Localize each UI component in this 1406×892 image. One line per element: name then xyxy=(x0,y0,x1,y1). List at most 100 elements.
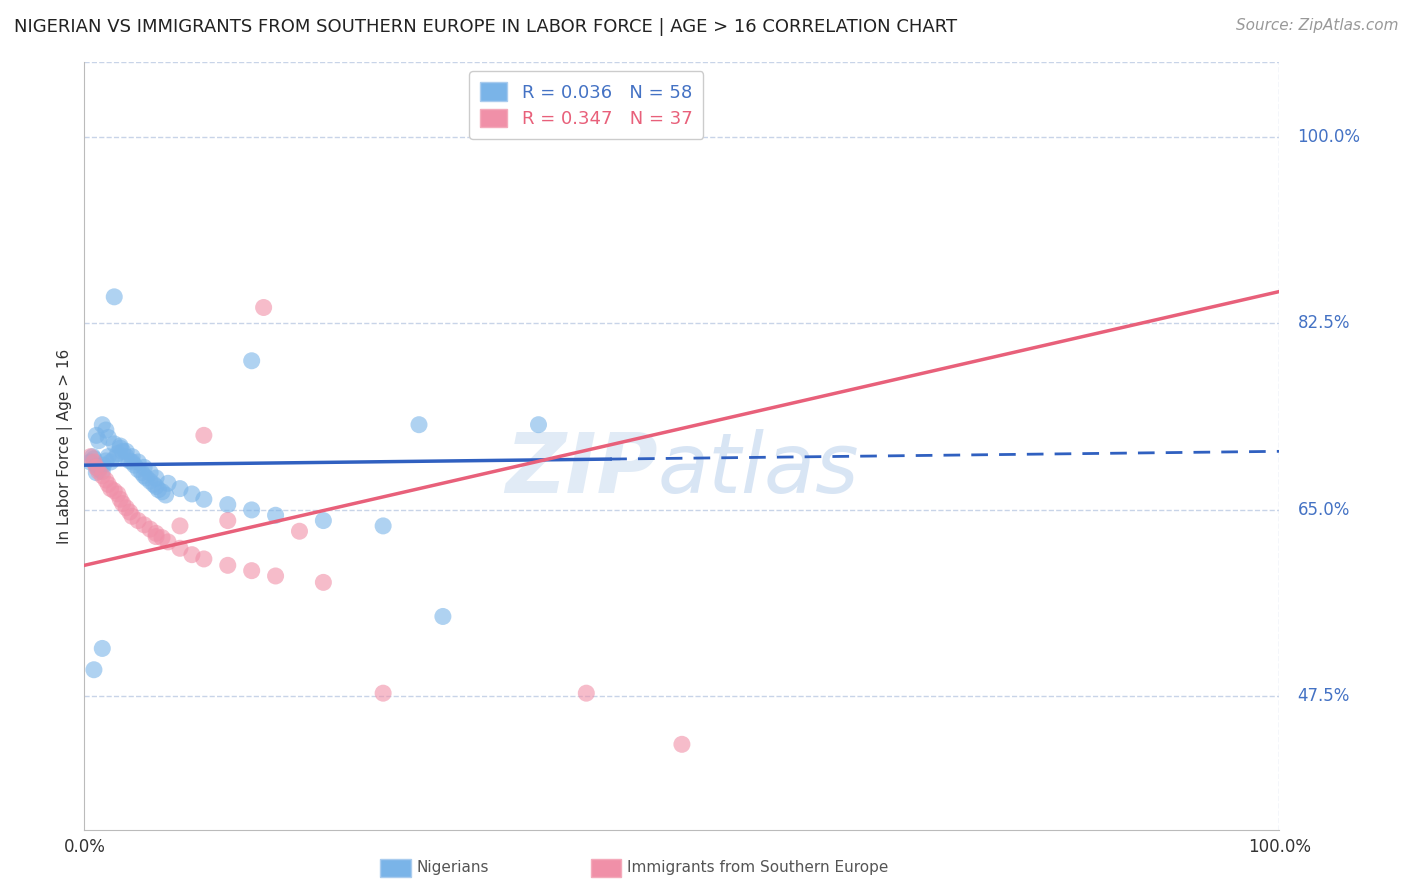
Point xyxy=(193,492,215,507)
Point xyxy=(240,503,263,517)
Text: 100.0%: 100.0% xyxy=(1249,838,1310,856)
Point xyxy=(181,548,204,562)
Point xyxy=(87,465,110,479)
Text: 0.0%: 0.0% xyxy=(63,838,105,856)
Point xyxy=(91,641,114,656)
Point xyxy=(240,353,263,368)
Point xyxy=(93,458,115,473)
Text: 100.0%: 100.0% xyxy=(1298,128,1361,146)
Point xyxy=(94,473,117,487)
Y-axis label: In Labor Force | Age > 16: In Labor Force | Age > 16 xyxy=(58,349,73,543)
Point xyxy=(91,468,114,483)
Point xyxy=(145,530,167,544)
Point xyxy=(217,514,239,528)
Point xyxy=(135,471,157,485)
Point xyxy=(373,686,395,700)
Point xyxy=(111,496,134,510)
Point xyxy=(86,466,108,480)
Point xyxy=(148,483,170,497)
Point xyxy=(121,450,143,464)
Point xyxy=(288,524,311,539)
Point xyxy=(145,471,167,485)
Point xyxy=(145,479,167,493)
Point xyxy=(83,451,105,466)
Point xyxy=(139,474,162,488)
Point xyxy=(169,541,191,556)
Point xyxy=(103,483,125,498)
Point xyxy=(118,454,141,468)
Text: ZIP: ZIP xyxy=(505,428,658,509)
Point xyxy=(373,519,395,533)
Point xyxy=(115,500,138,515)
Text: 82.5%: 82.5% xyxy=(1298,315,1350,333)
Point xyxy=(94,423,117,437)
Point xyxy=(193,552,215,566)
Text: Nigerians: Nigerians xyxy=(416,861,489,875)
Point xyxy=(110,441,132,455)
Point xyxy=(253,301,276,315)
Point xyxy=(132,460,156,475)
Point xyxy=(86,458,108,473)
Point xyxy=(97,477,120,491)
Point xyxy=(100,455,122,469)
Point xyxy=(142,477,165,491)
Point xyxy=(103,437,125,451)
Text: Source: ZipAtlas.com: Source: ZipAtlas.com xyxy=(1236,18,1399,33)
Point xyxy=(132,468,156,483)
Point xyxy=(87,462,110,476)
Text: atlas: atlas xyxy=(658,428,859,509)
Point xyxy=(671,737,693,751)
Text: Immigrants from Southern Europe: Immigrants from Southern Europe xyxy=(627,861,889,875)
Point xyxy=(312,575,335,590)
Point xyxy=(89,460,111,475)
Point xyxy=(217,498,239,512)
Point xyxy=(97,450,120,464)
Point xyxy=(79,450,101,464)
Point xyxy=(107,487,129,501)
Point xyxy=(575,686,598,700)
Point xyxy=(157,535,180,549)
Point xyxy=(150,531,173,545)
Point xyxy=(115,450,138,464)
Point xyxy=(121,455,143,469)
Point xyxy=(124,458,146,473)
Point xyxy=(79,455,101,469)
Point xyxy=(169,482,191,496)
Point xyxy=(91,417,114,432)
Point xyxy=(145,526,167,541)
Point xyxy=(240,564,263,578)
Text: 65.0%: 65.0% xyxy=(1298,501,1350,519)
Point xyxy=(157,476,180,491)
Point xyxy=(312,514,335,528)
Point xyxy=(139,466,162,480)
Point xyxy=(217,558,239,573)
Point xyxy=(181,487,204,501)
Point xyxy=(121,509,143,524)
Point xyxy=(115,444,138,458)
Point xyxy=(100,482,122,496)
Point xyxy=(432,609,454,624)
Legend: R = 0.036   N = 58, R = 0.347   N = 37: R = 0.036 N = 58, R = 0.347 N = 37 xyxy=(470,71,703,139)
Point xyxy=(169,519,191,533)
Point xyxy=(97,430,120,444)
Point xyxy=(527,417,550,432)
Point xyxy=(127,462,149,476)
Point xyxy=(82,450,104,464)
Point xyxy=(110,439,132,453)
Point xyxy=(87,434,110,448)
Point xyxy=(83,663,105,677)
Point xyxy=(408,417,430,432)
Point xyxy=(139,522,162,536)
Point xyxy=(264,508,287,523)
Point xyxy=(94,454,117,468)
Point xyxy=(103,451,125,466)
Point xyxy=(91,465,114,479)
Text: NIGERIAN VS IMMIGRANTS FROM SOUTHERN EUROPE IN LABOR FORCE | AGE > 16 CORRELATIO: NIGERIAN VS IMMIGRANTS FROM SOUTHERN EUR… xyxy=(14,18,957,36)
Point xyxy=(193,428,215,442)
Point xyxy=(110,492,132,507)
Point xyxy=(127,514,149,528)
Point xyxy=(132,517,156,532)
Point xyxy=(86,460,108,475)
Point xyxy=(127,455,149,469)
Text: 47.5%: 47.5% xyxy=(1298,688,1350,706)
